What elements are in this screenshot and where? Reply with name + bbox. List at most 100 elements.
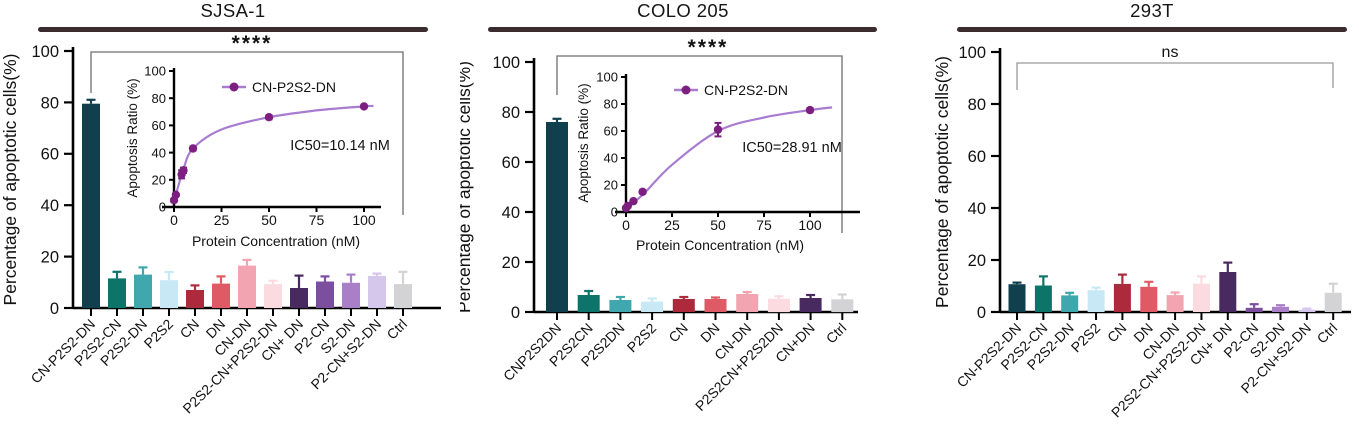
svg-text:75: 75: [756, 217, 772, 233]
bar: [1034, 285, 1052, 312]
error-bar: [552, 117, 562, 122]
svg-text:0: 0: [977, 304, 986, 322]
svg-text:80: 80: [968, 96, 986, 114]
bar: [1140, 286, 1158, 312]
panel-title: 293T: [1130, 0, 1174, 21]
bar-chart-sjsa-1: 0 20 40 60 80 100 Percentage of apoptotic cell…: [0, 0, 460, 447]
error-bar: [1223, 261, 1233, 272]
legend-marker-icon: [229, 82, 239, 92]
error-bar: [1302, 307, 1312, 310]
category-label: Ctrl: [1314, 320, 1341, 347]
error-bar: [1249, 303, 1259, 308]
bar: [1272, 306, 1289, 312]
svg-text:100: 100: [798, 217, 822, 233]
main-axes: [991, 48, 1351, 314]
svg-text:100: 100: [144, 64, 166, 79]
inset-axes: [615, 74, 860, 217]
y-tick-labels: 0 20 40 60 80 100: [31, 43, 59, 318]
error-bar: [1091, 286, 1101, 291]
svg-text:60: 60: [968, 148, 986, 166]
svg-text:0: 0: [611, 205, 618, 220]
panel-svg: 0 20 40 60 80 100 Percentage of apoptotic cell…: [460, 36, 860, 414]
panel-title: SJSA-1: [200, 0, 266, 21]
error-bar: [1038, 275, 1048, 286]
inset-x-axis-label: Protein Concentration (nM): [192, 233, 360, 249]
svg-text:60: 60: [41, 146, 59, 164]
title-underline: [957, 27, 1347, 32]
title-underline: [38, 27, 428, 32]
error-bar: [1197, 275, 1206, 284]
bar: [1061, 295, 1079, 312]
error-bar: [742, 290, 752, 294]
category-label: CN: [665, 320, 691, 346]
significance-bracket: [1016, 62, 1334, 90]
data-point: [171, 190, 181, 199]
error-bar: [372, 272, 382, 276]
bar: [1166, 295, 1184, 312]
panel-svg: 0 20 40 60 80 100 Percentage of apoptotic cell…: [0, 32, 441, 417]
error-bar: [138, 266, 148, 275]
fit-curve: [625, 106, 833, 211]
data-points: [621, 105, 815, 213]
svg-text:20: 20: [604, 178, 618, 193]
category-label: P2S2: [141, 316, 177, 352]
data-point: [805, 105, 815, 115]
svg-text:100: 100: [31, 43, 59, 61]
svg-text:60: 60: [502, 154, 520, 172]
ic50-annotation: IC50=10.14 nM: [290, 138, 390, 154]
svg-text:40: 40: [502, 204, 520, 222]
panel-colo-205: 0 20 40 60 80 100 Percentage of apoptotic cell…: [460, 0, 910, 447]
bar: [394, 284, 412, 308]
bar: [368, 275, 386, 308]
bar: [290, 288, 308, 308]
svg-text:60: 60: [152, 118, 166, 133]
svg-text:20: 20: [152, 172, 166, 187]
title-underline: [488, 27, 877, 32]
legend-label: CN-P2S2-DN: [252, 79, 336, 95]
bar: [186, 290, 204, 308]
error-bar: [398, 270, 408, 285]
bar: [799, 298, 822, 312]
bar: [546, 122, 568, 312]
inset-tick-labels: 0 20 40 60 80 100 0 25 50 75 100: [596, 70, 822, 233]
legend-marker-icon: [681, 85, 691, 95]
svg-text:50: 50: [261, 212, 277, 228]
data-point: [188, 144, 198, 153]
main-axes: [525, 58, 858, 314]
svg-text:40: 40: [41, 197, 59, 215]
bar: [82, 103, 100, 308]
svg-text:80: 80: [41, 94, 59, 112]
bar: [577, 295, 600, 312]
ic50-annotation: IC50=28.91 nM: [742, 140, 842, 156]
y-tick-labels: 0 20 40 60 80 100: [492, 54, 520, 322]
inset-tick-labels: 0 20 40 60 80 100 0 25 50 75 100: [144, 64, 376, 228]
bar-chart-colo-205: 0 20 40 60 80 100 Percentage of apoptotic cell…: [460, 0, 910, 447]
y-axis-label: Percentage of apoptotic cells(%): [0, 54, 20, 306]
svg-text:80: 80: [502, 104, 520, 122]
error-bar: [294, 274, 304, 288]
inset-dose-response-chart: 0 20 40 60 80 100 0 25 50 75 100 Apoptosis Ratio (%…: [125, 64, 390, 249]
bar: [1245, 307, 1263, 312]
error-bar: [1117, 273, 1127, 284]
error-bar: [679, 295, 689, 299]
y-axis-label: Percentage of apoptotic cells(%): [460, 61, 474, 313]
error-bar: [1065, 291, 1075, 296]
inset-legend: CN-P2S2-DN: [674, 82, 788, 98]
category-label: DN: [697, 320, 723, 346]
error-bar: [647, 297, 657, 302]
bar: [160, 280, 178, 308]
error-bar: [190, 284, 200, 290]
y-tick-labels: 0 20 40 60 80 100: [958, 44, 986, 322]
error-bar: [242, 258, 252, 266]
bar: [641, 301, 664, 312]
inset-x-axis-label: Protein Concentration (nM): [636, 237, 804, 253]
data-point: [623, 201, 632, 211]
bar: [1087, 290, 1105, 312]
svg-text:0: 0: [159, 200, 166, 215]
svg-text:25: 25: [214, 212, 230, 228]
svg-text:40: 40: [968, 200, 986, 218]
category-label: CN: [1104, 320, 1130, 346]
bar: [264, 284, 282, 308]
significance-label: ns: [1162, 44, 1179, 61]
